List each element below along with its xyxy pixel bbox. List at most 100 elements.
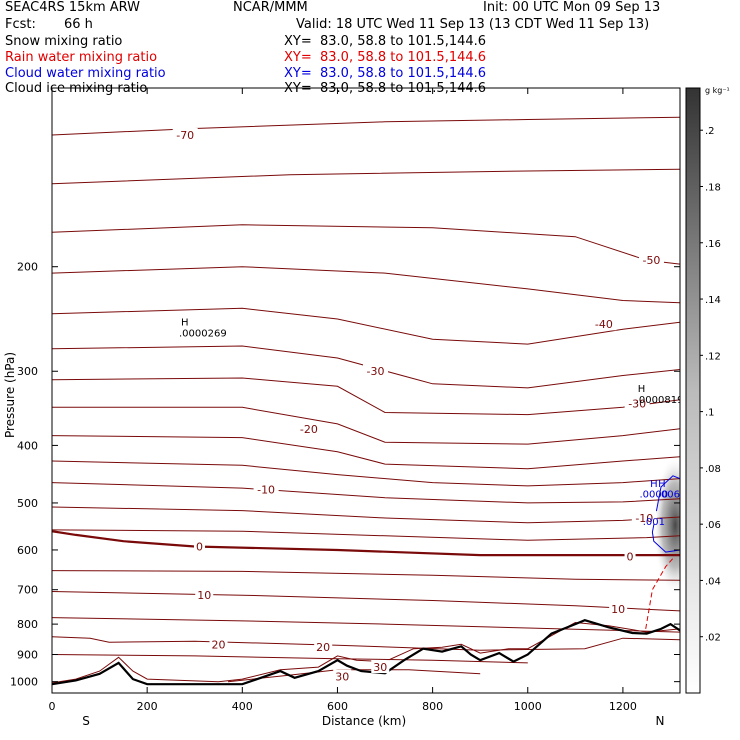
contour-label-bg xyxy=(624,549,636,563)
valid-time: Valid: 18 UTC Wed 11 Sep 13 (13 CDT Wed … xyxy=(296,17,650,32)
contour-label-bg xyxy=(195,588,214,602)
x-tick-label: 200 xyxy=(137,700,158,713)
colorbar-tick-label: .06 xyxy=(705,520,721,531)
colorbar-tick-label: .12 xyxy=(705,351,721,362)
forecast-label: Fcst: xyxy=(5,17,36,32)
contour-label: -20 xyxy=(300,423,318,436)
x-end-label-left: S xyxy=(82,714,90,728)
contour-label: 30 xyxy=(335,670,349,683)
contour-label: -30 xyxy=(628,398,646,411)
temperature-contour xyxy=(52,621,680,684)
contour-label-bg xyxy=(591,317,617,331)
x-axis-label: Distance (km) xyxy=(322,714,406,728)
contour-label-bg xyxy=(193,539,205,553)
x-tick-label: 1200 xyxy=(609,700,637,713)
x-tick-label: 0 xyxy=(49,700,56,713)
contour-label-bg xyxy=(363,364,389,378)
y-tick-label: 1000 xyxy=(10,676,38,689)
temperature-contour xyxy=(52,529,680,541)
temperature-contour xyxy=(52,636,680,651)
field-xy-rain: XY= 83.0, 58.8 to 101.5,144.6 xyxy=(284,50,487,65)
terrain-profile xyxy=(52,619,680,686)
contour-label-bg xyxy=(209,637,228,651)
colorbar-tick-label: .02 xyxy=(705,633,721,644)
temperature-contour xyxy=(52,406,680,445)
temperature-contour xyxy=(52,591,680,612)
contour-label-bg xyxy=(333,669,352,683)
temperature-contour xyxy=(52,506,680,524)
x-tick-label: 600 xyxy=(327,700,348,713)
y-tick-label: 400 xyxy=(17,439,38,452)
cloud-water-contour-label: .001 xyxy=(643,517,665,528)
temperature-contour xyxy=(52,116,680,136)
x-tick-label: 400 xyxy=(232,700,253,713)
cloud-water-label: H xyxy=(650,479,658,490)
colorbar-tick-label: .14 xyxy=(705,295,721,306)
cloud-water-label: 006 xyxy=(661,490,680,501)
forecast-hours: 66 h xyxy=(64,17,93,32)
temperature-contour xyxy=(52,266,680,304)
init-time: Init: 00 UTC Mon 09 Sep 13 xyxy=(483,0,661,15)
contour-label: 0 xyxy=(196,540,203,553)
contour-label: -10 xyxy=(635,512,653,525)
cloud-water-label: H xyxy=(658,479,666,490)
x-end-label-right: N xyxy=(656,714,665,728)
y-tick-label: 900 xyxy=(17,648,38,661)
temperature-contour xyxy=(52,435,680,470)
y-tick-label: 300 xyxy=(17,365,38,378)
contour-label-bg xyxy=(296,421,322,435)
model-title: SEAC4RS 15km ARW xyxy=(5,0,141,15)
y-tick-label: 600 xyxy=(17,544,38,557)
plot-area: -70 -50 -40 -30 -30 -20 -10 -10 0 0 10 10 20 20 30 30 H.… xyxy=(52,116,684,686)
field-xy-cloud-water: XY= 83.0, 58.8 to 101.5,144.6 xyxy=(284,66,487,81)
y-tick-label: 500 xyxy=(17,497,38,510)
plot-frame xyxy=(51,87,681,694)
high-value-label: .0000819 xyxy=(636,395,684,406)
contour-label: 30 xyxy=(373,661,387,674)
temperature-contour xyxy=(52,654,528,664)
contour-label: -50 xyxy=(642,254,660,267)
contour-label-bg xyxy=(172,128,198,142)
temperature-contour xyxy=(52,482,680,504)
y-tick-label: 200 xyxy=(17,261,38,274)
cloud-water-contour xyxy=(651,475,680,553)
high-value-label: .0000269 xyxy=(179,328,227,339)
contour-label-bg xyxy=(253,482,279,496)
contour-label-bg xyxy=(609,602,628,616)
cloud-water-label: .0000 xyxy=(640,490,669,501)
contour-label-bg xyxy=(314,640,333,654)
contour-label: -70 xyxy=(176,129,194,142)
field-name-snow: Snow mixing ratio xyxy=(5,34,123,49)
temperature-contour xyxy=(52,307,680,345)
x-tick-label: 1000 xyxy=(514,700,542,713)
contour-label: -10 xyxy=(257,484,275,497)
temperature-contour xyxy=(52,530,680,557)
contour-label: -40 xyxy=(595,318,613,331)
contour-label: 10 xyxy=(197,589,211,602)
colorbar-tick-label: .18 xyxy=(705,182,721,193)
temperature-contour xyxy=(52,570,680,581)
temperature-contour xyxy=(52,168,680,185)
colorbar-tick-label: .04 xyxy=(705,576,721,587)
rain-water-contour xyxy=(645,558,674,629)
temperature-contour xyxy=(52,617,680,633)
x-tick-label: 800 xyxy=(422,700,443,713)
colorbar-tick-label: .2 xyxy=(705,126,715,137)
contour-label: -30 xyxy=(367,365,385,378)
x-axis: 0 200 400 600 800 1000 1200 xyxy=(49,88,637,713)
contour-label: 10 xyxy=(611,603,625,616)
org-label: NCAR/MMM xyxy=(233,0,308,15)
y-tick-label: 700 xyxy=(17,584,38,597)
colorbar-units: g kg⁻¹ xyxy=(705,86,730,95)
y-axis-label: Pressure (hPa) xyxy=(3,352,17,438)
high-marker: H xyxy=(181,317,189,328)
temperature-contour xyxy=(52,345,680,389)
high-marker: H xyxy=(638,384,646,395)
contour-label-bg xyxy=(371,660,390,674)
contour-label-bg xyxy=(631,510,657,524)
field-xy-snow: XY= 83.0, 58.8 to 101.5,144.6 xyxy=(284,34,487,49)
contour-label-bg xyxy=(638,253,664,267)
colorbar: g kg⁻¹ .02 .04 .06 .08 .1 .12 .14 .16 .18 .2 xyxy=(685,86,730,694)
